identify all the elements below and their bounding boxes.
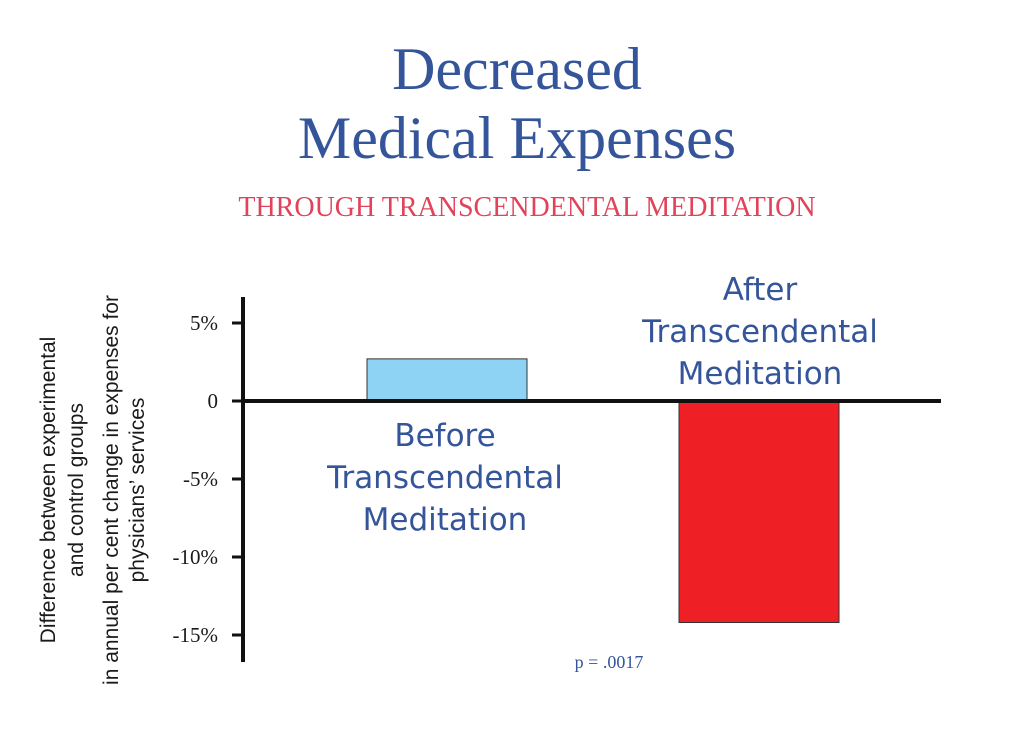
bars xyxy=(366,358,840,624)
y-tick-label: 0 xyxy=(208,389,219,413)
bar-label-line: Meditation xyxy=(363,502,528,538)
y-axis-label-line: and control groups xyxy=(65,403,88,577)
bar-label-line: Before xyxy=(394,418,495,454)
y-axis-label-line: Difference between experimental xyxy=(37,337,60,644)
y-tick-label: -15% xyxy=(173,623,219,647)
y-axis-label-line: physicians’ services xyxy=(126,398,149,583)
p-value-annotation: p = .0017 xyxy=(575,652,644,672)
y-axis-label-line: in annual per cent change in expenses fo… xyxy=(100,295,123,685)
y-axis-label: Difference between experimental and contr… xyxy=(37,295,149,685)
y-ticks: 5% 0 -5% -10% -15% xyxy=(173,311,243,647)
y-tick-label: -5% xyxy=(183,467,218,491)
bar-label-line: Transcendental xyxy=(326,460,563,496)
bar-1 xyxy=(678,400,840,624)
bar-label-line: Transcendental xyxy=(641,314,878,350)
bar-labels: Before Transcendental Meditation After Trans… xyxy=(326,272,878,538)
chart-title-line: Medical Expenses xyxy=(298,105,736,171)
y-tick-label: 5% xyxy=(190,311,218,335)
bar-label-line: Meditation xyxy=(678,356,843,392)
chart-title-line: Decreased xyxy=(392,36,642,102)
chart-subtitle: THROUGH TRANSCENDENTAL MEDITATION xyxy=(238,192,815,223)
y-tick-label: -10% xyxy=(173,545,219,569)
bar-label-line: After xyxy=(723,272,798,308)
bar-0 xyxy=(366,358,528,402)
